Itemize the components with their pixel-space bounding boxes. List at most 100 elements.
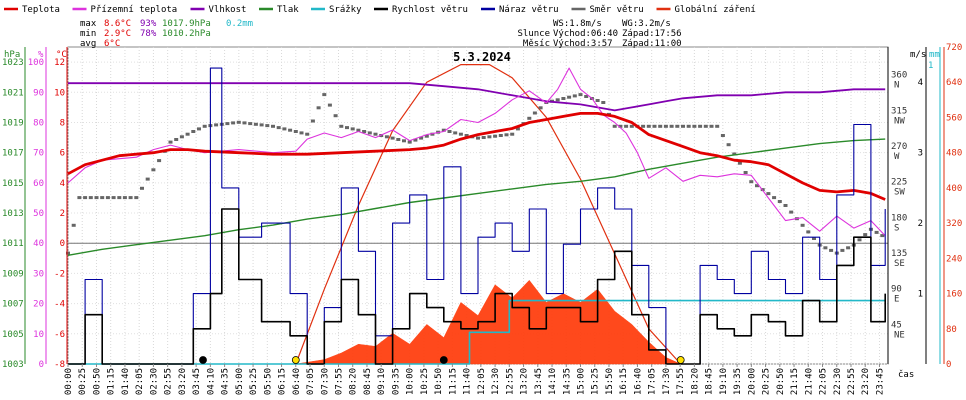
wind-direction-marker — [197, 127, 201, 131]
stats-wind-gust: WG:3.2m/s — [622, 19, 671, 29]
stats-moon-label: Měsíc — [523, 39, 550, 49]
wind-direction-marker — [276, 126, 281, 130]
x-tick-label: 04:10 — [206, 368, 216, 395]
wind-direction-marker — [692, 124, 697, 128]
x-tick-label: 07:05 — [306, 368, 316, 395]
x-tick-label: 10:25 — [420, 368, 430, 395]
x-tick-label: 17:30 — [662, 368, 672, 395]
wind-direction-marker — [755, 184, 759, 188]
pct-tick-label: 90 — [33, 88, 44, 98]
stats-row-label: avg — [80, 39, 96, 49]
stats-sun-label: Slunce — [517, 29, 550, 39]
x-tick-label: 08:20 — [349, 368, 359, 395]
hpa-tick-label: 1021 — [2, 88, 24, 98]
x-tick-label: 11:15 — [448, 368, 458, 395]
x-tick-label: 23:45 — [875, 368, 885, 395]
wind-direction-marker — [419, 136, 424, 140]
x-tick-label: 18:20 — [690, 368, 700, 395]
dir-deg-label: 45 — [891, 320, 902, 330]
wind-direction-marker — [179, 135, 184, 139]
pct-tick-label: 10 — [33, 330, 44, 340]
x-tick-label: 05:50 — [263, 368, 273, 395]
pct-axis-label: % — [38, 50, 44, 60]
c-tick-label: 12 — [54, 58, 65, 68]
wind-direction-marker — [157, 159, 162, 163]
x-tick-label: 14:10 — [548, 368, 558, 395]
c-tick-label: 8 — [60, 118, 65, 128]
pct-tick-label: 70 — [33, 149, 44, 159]
stats-temp: 8.6°C — [104, 19, 131, 29]
wind-direction-marker — [584, 95, 589, 98]
pct-tick-label: 80 — [33, 118, 44, 128]
wind-direction-marker — [402, 139, 406, 143]
pct-tick-label: 100 — [28, 58, 44, 68]
x-tick-label: 10:00 — [406, 368, 416, 395]
x-tick-label: 20:50 — [776, 368, 786, 395]
x-tick-label: 01:40 — [121, 368, 131, 395]
legend-label: Přízemní teplota — [91, 5, 178, 15]
ms-tick-label: 1 — [918, 290, 923, 300]
x-tick-label: 10:50 — [434, 368, 444, 395]
wind-direction-marker — [772, 196, 777, 200]
wind-direction-marker — [857, 238, 862, 242]
wind-direction-marker — [174, 138, 179, 141]
wind-direction-marker — [510, 132, 515, 136]
x-tick-label: 11:40 — [463, 368, 473, 395]
wind-direction-marker — [538, 106, 543, 110]
wind-direction-marker — [493, 134, 498, 138]
wind-direction-marker — [134, 196, 139, 200]
c-tick-label: 4 — [60, 179, 65, 189]
hpa-tick-label: 1009 — [2, 269, 24, 279]
wind-direction-marker — [783, 204, 788, 207]
x-tick-label: 08:45 — [363, 368, 373, 395]
wm2-tick-label: 160 — [946, 290, 962, 300]
wind-direction-marker — [641, 124, 646, 128]
wind-direction-marker — [532, 111, 537, 115]
wind-direction-marker — [390, 136, 395, 140]
legend-label: Vlhkost — [209, 5, 247, 15]
wind-direction-marker — [117, 196, 122, 200]
stats-panel: max 8.6°C 93% 1017.9hPa 0.2mm min 2.9°C 78% 1010… — [80, 19, 682, 49]
wind-direction-marker — [122, 196, 127, 200]
wind-direction-marker — [83, 196, 88, 200]
wind-direction-marker — [618, 124, 623, 128]
x-tick-label: 20:00 — [747, 368, 757, 395]
axes-layer: 1023102110191017101510131011100910071005… — [2, 43, 962, 395]
legend-label: Směr větru — [590, 5, 644, 15]
wind-direction-marker — [749, 180, 754, 184]
ground-temperature-line — [67, 67, 886, 237]
wind-direction-marker — [265, 124, 270, 128]
stats-row-label: min — [80, 29, 96, 39]
hpa-tick-label: 1011 — [2, 239, 24, 249]
c-tick-label: -8 — [54, 360, 65, 370]
x-tick-label: 15:25 — [591, 368, 601, 395]
stats-moonset: Západ:11:00 — [622, 39, 682, 49]
wind-direction-marker — [578, 93, 583, 97]
legend-label: Rychlost větru — [392, 5, 468, 15]
c-tick-label: 10 — [54, 88, 65, 98]
wind-direction-marker — [789, 210, 794, 214]
hpa-axis-label: hPa — [4, 50, 20, 60]
legend-label: Teplota — [22, 5, 60, 15]
x-tick-label: 00:25 — [78, 368, 88, 395]
wind-direction-marker — [686, 124, 691, 128]
dir-name-label: S — [894, 223, 899, 233]
wind-direction-marker — [367, 131, 372, 135]
x-tick-label: 05:00 — [235, 368, 245, 395]
stats-wind-speed: WS:1.8m/s — [553, 19, 602, 29]
x-tick-label: 17:05 — [648, 368, 658, 395]
x-tick-label: 06:40 — [292, 368, 302, 395]
dir-deg-label: 90 — [891, 285, 902, 295]
hpa-tick-label: 1005 — [2, 330, 24, 340]
ms-tick-label: 3 — [918, 149, 923, 159]
dir-deg-label: 270 — [891, 142, 907, 152]
c-tick-label: 6 — [60, 149, 65, 159]
wind-direction-marker — [669, 124, 674, 128]
wind-direction-marker — [846, 246, 851, 250]
x-tick-label: 21:40 — [804, 368, 814, 395]
wind-direction-marker — [288, 128, 293, 132]
stats-pressure: 1010.2hPa — [162, 29, 211, 39]
mm-axis-label: mm — [929, 50, 940, 60]
c-axis-label: °C — [56, 50, 67, 60]
